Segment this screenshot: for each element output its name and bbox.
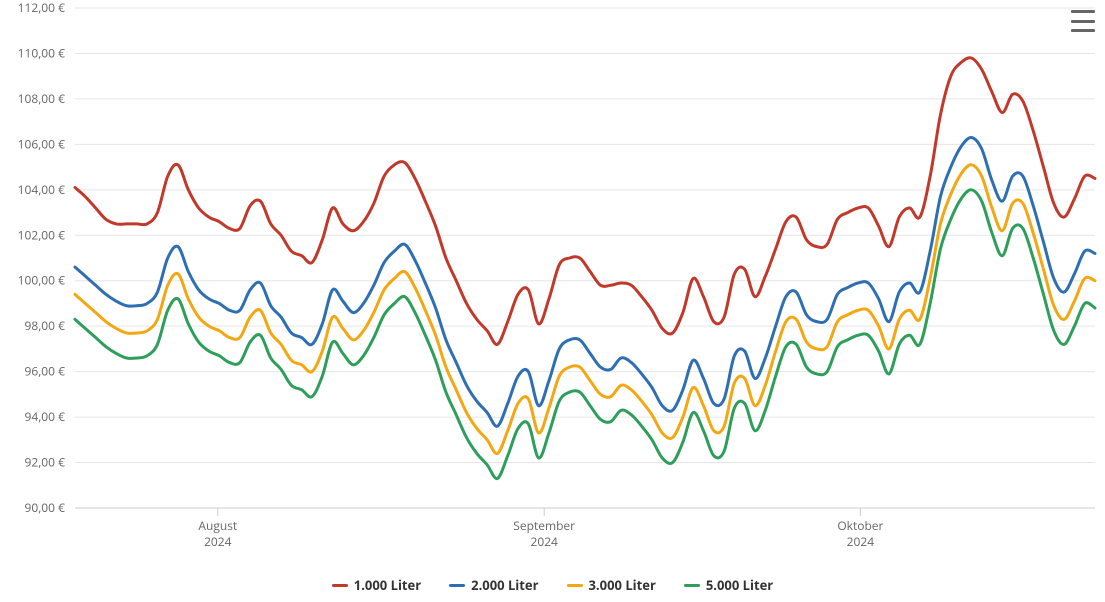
x-axis-tick-sublabel: 2024 (530, 533, 558, 550)
legend-label: 3.000 Liter (589, 576, 656, 594)
legend-item[interactable]: 3.000 Liter (567, 576, 656, 594)
y-axis-tick-label: 108,00 € (18, 90, 66, 107)
legend-swatch (332, 584, 348, 587)
legend-swatch (567, 584, 583, 587)
x-axis-tick-label: August (198, 517, 237, 534)
y-axis-tick-label: 90,00 € (24, 499, 65, 516)
chart-menu-icon[interactable] (1069, 6, 1097, 36)
legend: 1.000 Liter 2.000 Liter 3.000 Liter 5.000 L… (0, 576, 1105, 594)
y-axis-tick-label: 94,00 € (24, 408, 65, 425)
y-axis-tick-label: 102,00 € (18, 226, 66, 243)
legend-label: 5.000 Liter (706, 576, 773, 594)
series-line[interactable] (75, 138, 1095, 427)
y-axis-tick-label: 96,00 € (24, 363, 65, 380)
legend-swatch (449, 584, 465, 587)
series-line[interactable] (75, 190, 1095, 479)
y-axis-tick-label: 100,00 € (18, 272, 66, 289)
series-line[interactable] (75, 58, 1095, 345)
legend-label: 1.000 Liter (354, 576, 421, 594)
y-axis-tick-label: 112,00 € (18, 0, 66, 16)
y-axis-tick-label: 98,00 € (24, 317, 65, 334)
x-axis-tick-label: September (513, 517, 575, 534)
chart-canvas: 90,00 € 92,00 € 94,00 € 96,00 € 98,00 € 100,0… (0, 0, 1105, 602)
legend-item[interactable]: 5.000 Liter (684, 576, 773, 594)
y-axis-tick-label: 110,00 € (18, 44, 66, 61)
x-axis-tick-sublabel: 2024 (847, 533, 875, 550)
legend-label: 2.000 Liter (471, 576, 538, 594)
y-axis-tick-label: 106,00 € (18, 135, 66, 152)
price-chart: 90,00 € 92,00 € 94,00 € 96,00 € 98,00 € 100,0… (0, 0, 1105, 602)
x-axis-tick-label: Oktober (837, 517, 883, 534)
x-axis-tick-sublabel: 2024 (204, 533, 232, 550)
legend-item[interactable]: 2.000 Liter (449, 576, 538, 594)
legend-swatch (684, 584, 700, 587)
y-axis-tick-label: 92,00 € (24, 454, 65, 471)
y-axis-tick-label: 104,00 € (18, 181, 66, 198)
legend-item[interactable]: 1.000 Liter (332, 576, 421, 594)
